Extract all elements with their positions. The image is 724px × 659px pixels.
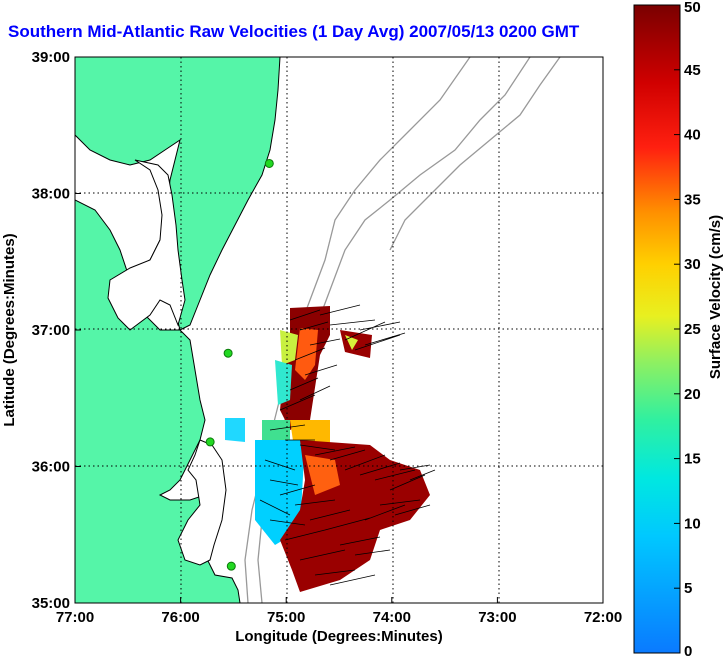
y-tick-label: 37:00: [32, 322, 70, 339]
colorbar-tick-label: 35: [684, 191, 701, 208]
radar-station-marker: [226, 561, 236, 571]
colorbar-tick-label: 5: [684, 580, 692, 597]
colorbar-ticks: 0 5 10 15 20 25 30 35 40 45 50: [674, 0, 701, 659]
colorbar-tick-label: 25: [684, 321, 701, 338]
colorbar-tick-label: 50: [684, 0, 701, 16]
colorbar-tick-label: 15: [684, 451, 701, 468]
radar-station-marker: [223, 348, 233, 358]
x-axis-label: Longitude (Degrees:Minutes): [235, 628, 443, 645]
x-tick-label: 76:00: [161, 609, 199, 626]
bathymetry-contour: [389, 57, 561, 251]
map-title: Southern Mid-Atlantic Raw Velocities (1 …: [8, 22, 580, 41]
x-tick-label: 75:00: [267, 609, 305, 626]
y-tick-label: 38:00: [32, 186, 70, 203]
colorbar-label: Surface Velocity (cm/s): [707, 215, 724, 379]
y-tick-label: 36:00: [32, 459, 70, 476]
y-tick-label: 35:00: [32, 595, 70, 612]
colorbar-tick-label: 0: [684, 643, 692, 659]
grid-lines: [75, 57, 603, 603]
pamlico-sound: [177, 439, 227, 566]
chesapeake-bay: [107, 159, 186, 331]
y-axis-label: Latitude (Degrees:Minutes): [1, 233, 18, 426]
velocity-field: [225, 306, 430, 592]
y-tick-label: 39:00: [32, 49, 70, 66]
y-axis-ticks: 39:00 38:00 37:00 36:00 35:00: [32, 49, 81, 612]
colorbar-tick-label: 10: [684, 515, 701, 532]
colorbar-tick-label: 20: [684, 386, 701, 403]
x-tick-label: 77:00: [56, 609, 94, 626]
colorbar-tick-label: 40: [684, 127, 701, 144]
radar-stations: [205, 158, 274, 571]
radar-station-marker: [205, 437, 215, 447]
colorbar-tick-label: 45: [684, 62, 701, 79]
x-axis-ticks: 77:00 76:00 75:00 74:00 73:00 72:00: [56, 597, 622, 626]
colorbar: [633, 4, 681, 654]
x-tick-label: 74:00: [373, 609, 411, 626]
x-tick-label: 72:00: [584, 609, 622, 626]
x-tick-label: 73:00: [478, 609, 516, 626]
radar-station-marker: [264, 158, 274, 168]
colorbar-tick-label: 30: [684, 256, 701, 273]
